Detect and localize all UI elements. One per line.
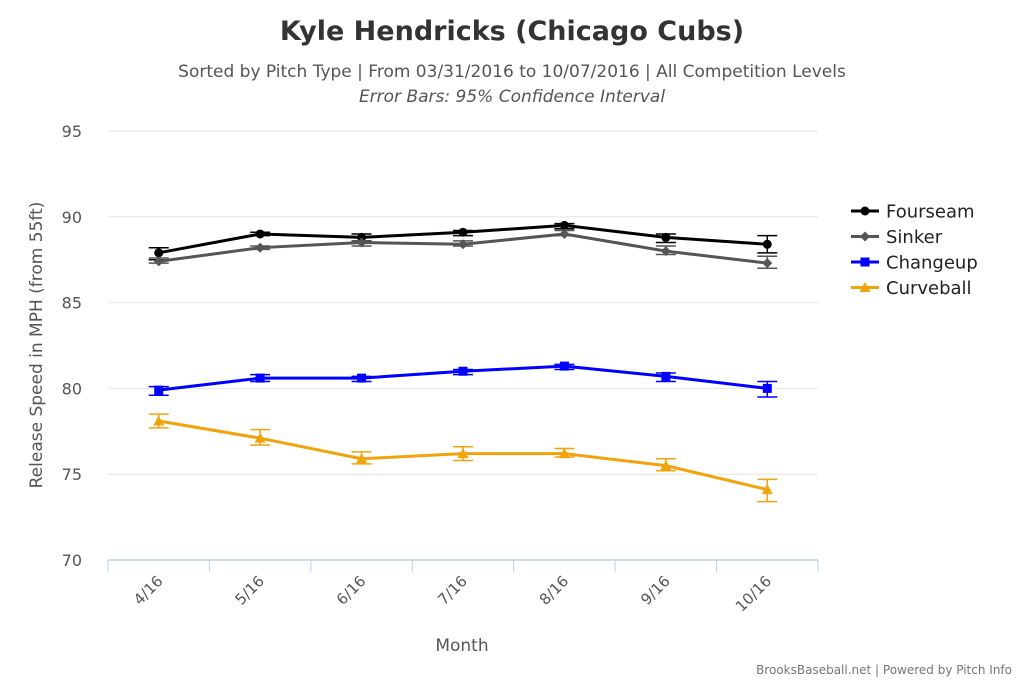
data-point — [458, 366, 468, 376]
x-tick-label: 6/16 — [333, 572, 370, 609]
data-point — [458, 227, 468, 237]
legend-item-sinker: Sinker — [851, 227, 943, 248]
chart-subtitle: Sorted by Pitch Type | From 03/31/2016 t… — [178, 62, 846, 82]
credits: BrooksBaseball.net | Powered by Pitch In… — [756, 663, 1012, 677]
data-point — [153, 415, 165, 426]
legend-marker — [860, 257, 870, 267]
data-point — [154, 248, 164, 258]
legend-marker — [860, 206, 870, 216]
y-tick-label: 95 — [62, 122, 82, 141]
grid-lines — [108, 130, 818, 475]
legend-label: Changeup — [886, 253, 978, 274]
legend: Fourseam Sinker Changeup Curveball — [851, 202, 978, 299]
y-axis-ticks: 70 75 80 85 90 95 — [62, 122, 82, 570]
data-point — [661, 371, 671, 381]
data-point — [559, 228, 570, 239]
legend-item-changeup: Changeup — [851, 253, 978, 274]
series-changeup — [148, 361, 778, 398]
legend-label: Curveball — [886, 278, 972, 299]
legend-label: Fourseam — [886, 202, 975, 223]
data-point — [154, 385, 164, 395]
data-point — [457, 448, 469, 459]
x-axis — [107, 559, 819, 572]
x-tick-label: 4/16 — [130, 572, 167, 609]
y-tick-label: 70 — [62, 551, 82, 570]
data-point — [559, 220, 569, 230]
x-axis-ticks: 4/16 5/16 6/16 7/16 8/16 9/16 10/16 — [130, 572, 775, 615]
data-point — [661, 232, 671, 242]
y-tick-label: 85 — [62, 294, 82, 313]
data-point — [558, 448, 570, 459]
x-axis-title: Month — [435, 636, 488, 656]
data-point — [255, 242, 266, 253]
data-point — [356, 237, 367, 248]
data-point — [356, 453, 368, 464]
chart-title: Kyle Hendricks (Chicago Cubs) — [280, 16, 744, 47]
y-tick-label: 75 — [62, 465, 82, 484]
data-point — [255, 373, 265, 383]
series-curveball — [148, 413, 778, 503]
data-point — [761, 484, 773, 495]
series-group — [148, 220, 778, 503]
legend-marker — [859, 282, 871, 292]
series-sinker — [148, 228, 778, 270]
series-fourseam — [148, 220, 778, 261]
legend-label: Sinker — [886, 227, 943, 248]
data-point — [762, 258, 773, 269]
data-point — [660, 460, 672, 471]
data-point — [255, 229, 265, 239]
data-point — [153, 256, 164, 267]
x-tick-label: 9/16 — [637, 572, 674, 609]
x-tick-label: 10/16 — [732, 572, 775, 615]
data-point — [559, 361, 569, 371]
data-point — [762, 239, 772, 249]
chart-error-bar-note: Error Bars: 95% Confidence Interval — [359, 87, 665, 107]
x-tick-label: 7/16 — [434, 572, 471, 609]
legend-marker — [860, 231, 870, 242]
legend-item-curveball: Curveball — [851, 278, 972, 299]
data-point — [660, 246, 671, 257]
data-point — [254, 432, 266, 443]
legend-item-fourseam: Fourseam — [851, 202, 975, 223]
y-axis-title: Release Speed in MPH (from 55ft) — [27, 202, 47, 489]
y-tick-label: 80 — [62, 379, 82, 398]
data-point — [458, 239, 468, 250]
data-point — [357, 232, 367, 242]
y-tick-label: 90 — [62, 208, 82, 227]
data-point — [762, 383, 772, 393]
data-point — [357, 373, 367, 383]
x-tick-label: 5/16 — [231, 572, 268, 609]
x-tick-label: 8/16 — [536, 572, 573, 609]
